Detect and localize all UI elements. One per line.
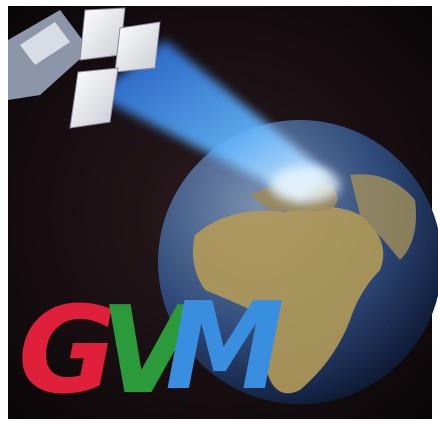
logo-letter: M (165, 278, 284, 417)
logo-letter: V (100, 282, 201, 421)
logo-letter: G (18, 282, 117, 421)
asia (350, 174, 416, 260)
satellite (8, 7, 161, 129)
africa (192, 206, 384, 394)
beam-spot (270, 167, 340, 203)
beam (95, 40, 330, 200)
